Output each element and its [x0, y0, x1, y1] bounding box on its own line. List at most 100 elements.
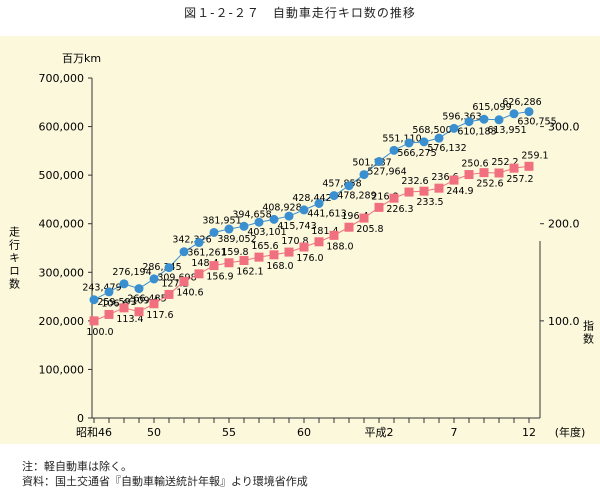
series2-point — [329, 230, 339, 240]
series1-point — [344, 181, 354, 191]
left-tick-label: 100,000 — [39, 363, 85, 376]
series1-point — [209, 227, 219, 237]
series1-data-label: 266,485 — [127, 294, 166, 305]
series1-data-label: 576,132 — [427, 143, 466, 154]
series1-point — [329, 191, 339, 201]
right-axis-title: 指数 — [582, 319, 595, 346]
series1-point — [449, 123, 459, 133]
line-chart: 0 100,000 200,000 300,000 400,000 500,000 600,… — [8, 52, 595, 439]
series1-point — [434, 133, 444, 143]
series2-point — [449, 175, 459, 185]
left-tick-label: 200,000 — [39, 315, 85, 328]
series1-point — [404, 138, 414, 148]
series1-data-label: 615,099 — [472, 102, 511, 113]
series2-data-label: 100.0 — [86, 327, 113, 338]
right-tick-label: 200.0 — [548, 218, 580, 231]
right-tick-label: 300.0 — [548, 121, 580, 134]
series1-data-label: 613,951 — [487, 125, 526, 136]
x-tick-label: 7 — [451, 426, 458, 439]
left-axis-unit: 百万km — [62, 52, 101, 65]
series2-data-label: 140.6 — [176, 287, 203, 298]
right-tick-label: 100.0 — [548, 315, 580, 328]
series2-point — [134, 307, 144, 317]
x-tick-label: 昭和46 — [76, 426, 112, 439]
series2-data-label: 113.4 — [116, 314, 143, 325]
series2-point — [314, 237, 324, 247]
series2-point — [299, 242, 309, 252]
series2-point — [464, 170, 474, 180]
series1-data-label: 457,858 — [322, 179, 361, 190]
series1-point — [224, 224, 234, 234]
series1-data-label: 428,442 — [292, 193, 331, 204]
series1-data-label: 501,187 — [352, 158, 391, 169]
series1-point — [104, 287, 114, 297]
series2-data-label: 196.4 — [341, 211, 368, 222]
left-tick-label: 400,000 — [39, 218, 85, 231]
series1-data-label: 527,964 — [367, 167, 406, 178]
series1-data-label: 566,275 — [397, 148, 436, 159]
series2-point — [509, 163, 519, 173]
left-tick-label: 500,000 — [39, 169, 85, 182]
series1-point — [359, 170, 369, 180]
series2-point — [119, 303, 129, 313]
series1-point — [389, 145, 399, 155]
series2-point — [239, 256, 249, 266]
series1-point — [419, 137, 429, 147]
series2-data-label: 259.1 — [521, 150, 548, 161]
series1-data-label: 596,363 — [442, 111, 481, 122]
x-axis-unit: (年度) — [555, 425, 586, 439]
series2-data-label: 188.0 — [326, 241, 353, 252]
series1-data-label: 403,101 — [247, 227, 286, 238]
series1-point — [149, 274, 159, 284]
series1-point — [164, 263, 174, 273]
series2-point — [389, 193, 399, 203]
x-tick-label: 60 — [297, 426, 311, 439]
series1-data-label: 626,286 — [502, 97, 541, 108]
series1-point — [479, 114, 489, 124]
figure-title: 図１-２-２７ 自動車走行キロ数の推移 — [184, 6, 416, 20]
series1-data-label: 286,345 — [142, 262, 181, 273]
chart-panel: 0 100,000 200,000 300,000 400,000 500,000 600,… — [0, 36, 600, 444]
series1-point — [284, 211, 294, 221]
series2-data-label: 106.6 — [101, 298, 128, 309]
series2-point — [104, 309, 114, 319]
series1-point — [89, 295, 99, 305]
series2-point — [254, 252, 264, 262]
series2-data-label: 159.8 — [221, 247, 248, 258]
series1-point — [179, 247, 189, 257]
series1-point — [269, 214, 279, 224]
series2-data-label: 168.0 — [266, 261, 293, 272]
left-tick-label: 700,000 — [39, 72, 85, 85]
series2-point — [179, 276, 189, 286]
series2-point — [434, 183, 444, 193]
series1-point — [134, 284, 144, 294]
series2-data-label: 250.6 — [461, 159, 488, 170]
series2-data-label: 252.2 — [491, 157, 518, 168]
series1-data-label: 361,261 — [187, 248, 226, 259]
series1-point — [314, 199, 324, 209]
series2-data-label: 162.1 — [236, 267, 263, 278]
series1-point — [119, 279, 129, 289]
series1-data-label: 276,194 — [112, 267, 151, 278]
source-text: 資料：国土交通省『自動車輸送統計年報』より環境省作成 — [22, 475, 308, 488]
series2-data-label: 236.6 — [431, 172, 458, 183]
series1-point — [524, 107, 534, 117]
series2-data-label: 181.4 — [311, 226, 338, 237]
left-tick-label: 600,000 — [39, 121, 85, 134]
series2-point — [194, 269, 204, 279]
series1-data-label: 408,928 — [262, 202, 301, 213]
series2-data-label: 257.2 — [506, 174, 533, 185]
left-tick-label: 0 — [77, 412, 84, 425]
series2-data-label: 216.8 — [371, 191, 398, 202]
series1-point — [194, 238, 204, 248]
x-tick-label: 平成2 — [365, 426, 394, 439]
series2-point — [269, 250, 279, 260]
series1-data-label: 610,183 — [457, 127, 496, 138]
series1-data-label: 389,052 — [217, 234, 256, 245]
series1-data-label: 381,951 — [202, 215, 241, 226]
series2-data-label: 109.4 — [131, 296, 158, 307]
series1-point — [464, 117, 474, 127]
series2-data-label: 252.6 — [476, 179, 503, 190]
series1-point — [494, 115, 504, 125]
x-tick-label: 50 — [147, 426, 161, 439]
